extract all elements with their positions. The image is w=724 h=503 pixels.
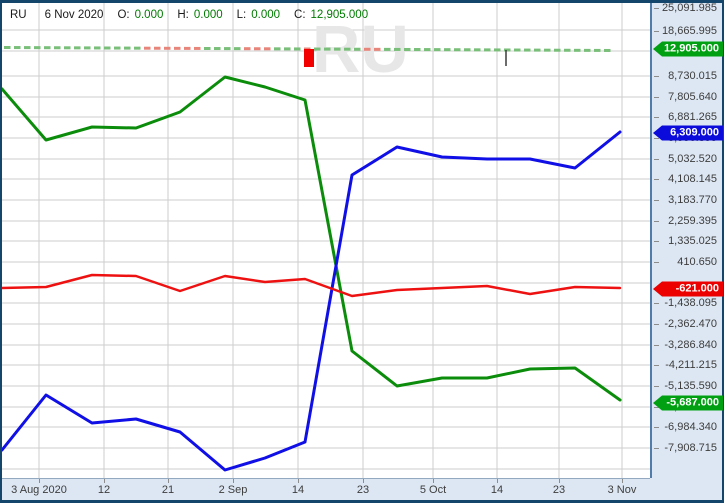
price-axis-tick [654, 241, 659, 242]
last-value-tag: -621.000 [653, 281, 723, 297]
open-field: O: 0.000 [117, 9, 163, 21]
low-field: L: 0.000 [237, 9, 280, 21]
close-value: 12,905.000 [310, 9, 369, 21]
price-axis-tick [654, 448, 659, 449]
price-axis-tick [654, 117, 659, 118]
date-axis-tick [433, 479, 434, 483]
price-axis-tick [654, 427, 659, 428]
price-axis-label: 5,032.520 [668, 153, 717, 165]
price-axis-tick [654, 365, 659, 366]
high-field: H: 0.000 [177, 9, 222, 21]
date-axis-label: 23 [552, 484, 566, 496]
open-value: 0.000 [134, 9, 164, 21]
price-axis-tick [654, 31, 659, 32]
date-axis-label: 5 Oct [419, 484, 447, 496]
low-value: 0.000 [251, 9, 281, 21]
price-axis-label: 25,091.985 [661, 2, 717, 14]
close-label: C: [294, 9, 306, 21]
price-axis-label: -5,135.590 [664, 380, 717, 392]
price-axis-tick [654, 386, 659, 387]
date-axis-tick [622, 479, 623, 483]
price-axis-label: 18,665.995 [661, 25, 717, 37]
price-axis-label: -3,286.840 [664, 339, 717, 351]
date-axis[interactable]: 3 Aug 2020 12 21 2 Sep 14 23 5 Oct 14 23 3 Nov [2, 478, 722, 500]
price-axis-tick [654, 345, 659, 346]
price-axis-label: -6,984.340 [664, 421, 717, 433]
last-value-tag: -5,687.000 [653, 395, 723, 411]
date-axis-label: 23 [356, 484, 370, 496]
date-axis-tick [233, 479, 234, 483]
price-axis-tick [654, 179, 659, 180]
date-axis-label: 3 Nov [607, 484, 637, 496]
date-axis-tick [363, 479, 364, 483]
date-axis-label: 14 [490, 484, 504, 496]
date-axis-label: 14 [291, 484, 305, 496]
date-axis-tick [559, 479, 560, 483]
price-axis-label: -1,438.095 [664, 297, 717, 309]
price-axis-label: -7,908.715 [664, 442, 717, 454]
price-axis-tick [654, 200, 659, 201]
price-axis-tick [654, 138, 659, 139]
price-axis-tick [654, 324, 659, 325]
bar-date-label: 6 Nov 2020 [44, 9, 104, 21]
date-axis-label: 3 Aug 2020 [11, 484, 67, 496]
date-axis-tick [104, 479, 105, 483]
date-axis-label: 21 [161, 484, 175, 496]
low-label: L: [236, 9, 247, 21]
last-value-tag: 12,905.000 [653, 41, 723, 57]
blue-line [2, 130, 622, 472]
price-axis-label: 2,259.395 [668, 215, 717, 227]
price-axis-tick [654, 221, 659, 222]
price-axis-tick [654, 97, 659, 98]
date-axis-tick [497, 479, 498, 483]
date-axis-label: 12 [97, 484, 111, 496]
symbol-label: RU [10, 9, 27, 21]
last-value-tag: 6,309.000 [653, 125, 723, 141]
green-line [2, 75, 622, 402]
date-axis-label: 2 Sep [218, 484, 248, 496]
price-axis-label: 8,730.015 [668, 70, 717, 82]
price-axis-label: 7,805.640 [668, 91, 717, 103]
price-axis-label: 4,108.145 [668, 173, 717, 185]
price-axis-tick [654, 159, 659, 160]
price-axis-label: 6,881.265 [668, 111, 717, 123]
ohlc-header: RU 6 Nov 2020 O: 0.000 H: 0.000 L: 0.000… [10, 8, 382, 22]
open-label: O: [117, 9, 130, 21]
red-line [2, 273, 622, 298]
price-axis-label: 1,335.025 [668, 235, 717, 247]
price-down-bar [304, 49, 314, 67]
axis-corner [650, 478, 722, 500]
price-axis-tick [654, 8, 659, 9]
date-axis-tick [298, 479, 299, 483]
close-field: C: 12,905.000 [294, 9, 368, 21]
price-axis-label: -2,362.470 [664, 318, 717, 330]
high-value: 0.000 [193, 9, 223, 21]
chart-canvas[interactable]: RU [2, 3, 650, 478]
date-axis-tick [39, 479, 40, 483]
price-axis-tick [654, 76, 659, 77]
price-axis-label: -4,211.215 [665, 359, 717, 371]
price-axis-label: 410.650 [677, 256, 717, 268]
price-axis-label: 3,183.770 [668, 194, 717, 206]
high-label: H: [177, 9, 189, 21]
price-axis-tick [654, 303, 659, 304]
price-axis[interactable]: 25,091.985 18,665.995 8,730.015 7,805.640 6,… [650, 2, 723, 478]
price-axis-tick [654, 407, 659, 408]
date-axis-tick [168, 479, 169, 483]
price-axis-tick [654, 262, 659, 263]
